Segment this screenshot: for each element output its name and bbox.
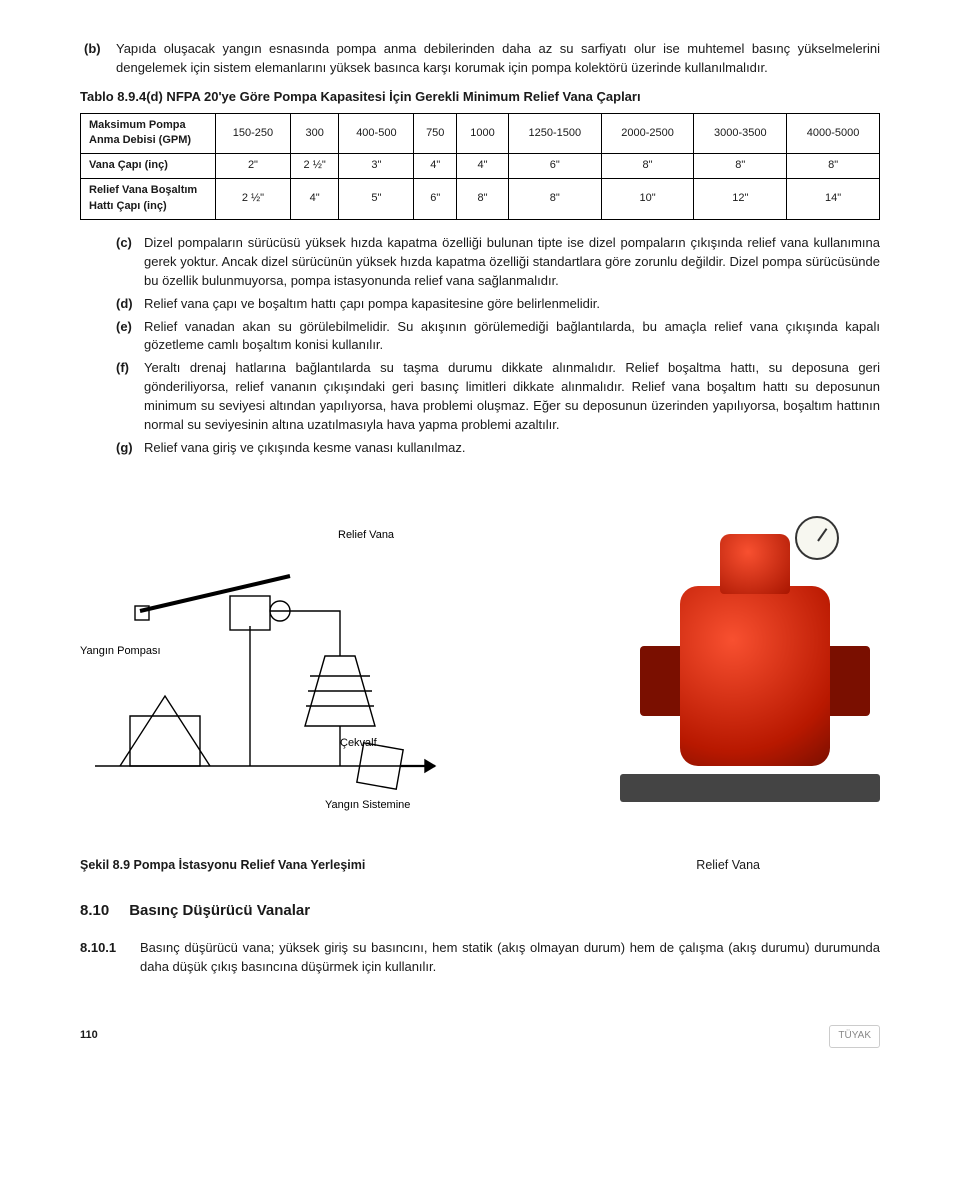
row-head-1: Vana Çapı (inç)	[81, 154, 216, 179]
section-title: Basınç Düşürücü Vanalar	[129, 900, 310, 922]
valve-caption: Relief Vana	[696, 856, 880, 874]
table-row: Maksimum Pompa Anma Debisi (GPM) 150-250…	[81, 113, 880, 154]
valve-body-icon	[680, 586, 830, 766]
list-item-b: (b) Yapıda oluşacak yangın esnasında pom…	[80, 40, 880, 78]
list-item: (e) Relief vanadan akan su görülebilmeli…	[116, 318, 880, 356]
page-number: 110	[80, 1028, 98, 1044]
valve-cap-icon	[720, 534, 790, 594]
valve-base-icon	[620, 774, 880, 802]
list-item: (c) Dizel pompaların sürücüsü yüksek hız…	[116, 234, 880, 291]
list-item: (d) Relief vana çapı ve boşaltım hattı ç…	[116, 295, 880, 314]
label-cekvalf: Çekvalf	[340, 736, 377, 752]
page-footer: 110 TÜYAK	[80, 1025, 880, 1048]
label-relief-vana: Relief Vana	[338, 528, 394, 544]
row-head-2: Relief Vana Boşaltım Hattı Çapı (inç)	[81, 179, 216, 220]
para-number: 8.10.1	[80, 939, 126, 977]
figure-caption: Şekil 8.9 Pompa İstasyonu Relief Vana Ye…	[80, 856, 365, 874]
label-yangin-sistemine: Yangın Sistemine	[325, 798, 410, 814]
section-number: 8.10	[80, 900, 109, 922]
flange-left-icon	[640, 646, 685, 716]
label-yangin-pompasi: Yangın Pompası	[80, 644, 161, 660]
table-title: Tablo 8.9.4(d) NFPA 20'ye Göre Pompa Kap…	[80, 88, 880, 107]
relief-valve-table: Maksimum Pompa Anma Debisi (GPM) 150-250…	[80, 113, 880, 221]
text-b: Yapıda oluşacak yangın esnasında pompa a…	[116, 40, 880, 78]
figure-caption-row: Şekil 8.9 Pompa İstasyonu Relief Vana Ye…	[80, 856, 880, 874]
paragraph-8-10-1: 8.10.1 Basınç düşürücü vana; yüksek giri…	[80, 939, 880, 977]
pump-schematic-icon	[80, 516, 450, 816]
table-row: Relief Vana Boşaltım Hattı Çapı (inç) 2 …	[81, 179, 880, 220]
flange-right-icon	[825, 646, 870, 716]
figure-8-9: Yangın Pompası Relief Vana Çekvalf Yangı…	[80, 486, 880, 846]
table-row: Vana Çapı (inç) 2" 2 ½" 3" 4" 4" 6" 8" 8…	[81, 154, 880, 179]
footer-logo: TÜYAK	[829, 1025, 880, 1048]
list-item: (g) Relief vana giriş ve çıkışında kesme…	[116, 439, 880, 458]
sublist: (c) Dizel pompaların sürücüsü yüksek hız…	[80, 234, 880, 457]
para-text: Basınç düşürücü vana; yüksek giriş su ba…	[140, 939, 880, 977]
schematic-drawing: Yangın Pompası Relief Vana Çekvalf Yangı…	[80, 516, 450, 816]
row-head-0: Maksimum Pompa Anma Debisi (GPM)	[81, 113, 216, 154]
list-item: (f) Yeraltı drenaj hatlarına bağlantılar…	[116, 359, 880, 434]
marker-b: (b)	[80, 40, 116, 78]
pressure-gauge-icon	[795, 516, 839, 560]
section-heading: 8.10 Basınç Düşürücü Vanalar	[80, 900, 880, 922]
relief-valve-render	[520, 486, 890, 836]
